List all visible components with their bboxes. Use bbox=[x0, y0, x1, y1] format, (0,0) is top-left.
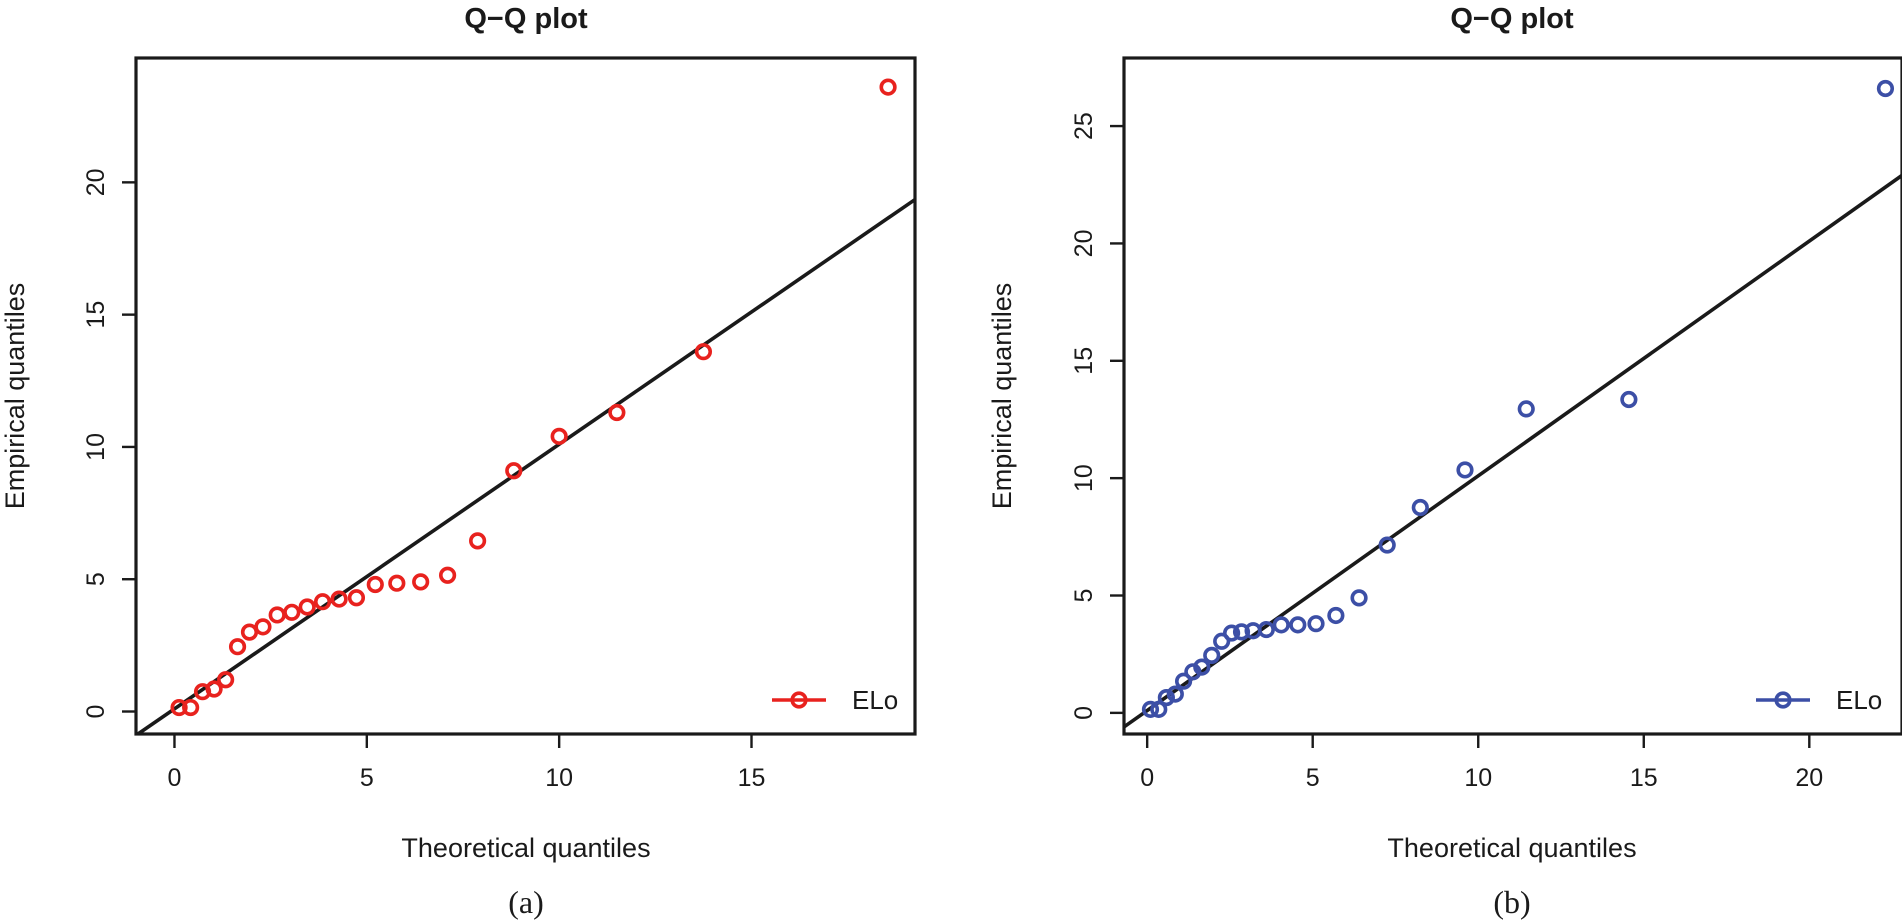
y-tick-label: 0 bbox=[82, 705, 110, 719]
data-point bbox=[283, 603, 301, 621]
panel-b: Q−Q plot 0 5 10 15 20 0 5 10 15 20 25 ELo Theoret… bbox=[987, 3, 1902, 920]
data-point bbox=[1272, 616, 1290, 634]
panel-b-legend: ELo bbox=[1756, 685, 1882, 715]
data-point bbox=[298, 598, 316, 616]
data-point bbox=[1213, 632, 1231, 650]
y-tick-label: 15 bbox=[1070, 347, 1098, 375]
data-point bbox=[1257, 620, 1275, 639]
data-point bbox=[412, 573, 430, 591]
data-point bbox=[182, 698, 200, 717]
panel-b-y-axis-label: Empirical quantiles bbox=[987, 283, 1017, 510]
data-point bbox=[330, 590, 348, 608]
data-point bbox=[347, 589, 366, 607]
x-tick-label: 5 bbox=[1306, 764, 1320, 792]
data-point bbox=[1517, 400, 1535, 418]
data-point bbox=[1411, 498, 1429, 517]
x-tick-label: 20 bbox=[1795, 764, 1823, 792]
y-tick-label: 0 bbox=[1070, 706, 1098, 720]
panel-a-y-ticks: 0 5 10 15 20 bbox=[82, 168, 136, 718]
panel-a-y-axis-label: Empirical quantiles bbox=[0, 283, 30, 510]
panel-a-legend: ELo bbox=[772, 685, 898, 715]
data-point bbox=[366, 575, 384, 594]
data-point bbox=[240, 623, 259, 641]
panel-a-title: Q−Q plot bbox=[464, 3, 588, 35]
x-tick-label: 0 bbox=[1140, 764, 1154, 792]
data-point bbox=[268, 606, 286, 624]
data-point bbox=[1232, 623, 1251, 641]
y-tick-label: 20 bbox=[1070, 230, 1098, 258]
x-tick-label: 5 bbox=[360, 764, 374, 792]
data-point bbox=[608, 403, 626, 422]
data-point bbox=[205, 680, 223, 698]
panel-b-x-axis-label: Theoretical quantiles bbox=[1387, 833, 1636, 863]
y-tick-label: 5 bbox=[82, 572, 110, 586]
panel-b-plot-frame bbox=[1122, 56, 1902, 736]
data-point bbox=[1327, 606, 1345, 625]
data-point bbox=[439, 566, 457, 584]
x-tick-label: 0 bbox=[168, 764, 182, 792]
data-point bbox=[1620, 390, 1638, 409]
panel-a-legend-marker bbox=[790, 691, 808, 709]
data-point bbox=[1166, 685, 1184, 703]
x-tick-label: 15 bbox=[1630, 764, 1658, 792]
panel-a-legend-label: ELo bbox=[852, 685, 898, 715]
data-point bbox=[170, 698, 188, 717]
data-point bbox=[469, 532, 487, 550]
data-point bbox=[388, 574, 406, 592]
panel-b-legend-label: ELo bbox=[1836, 685, 1882, 715]
x-tick-label: 15 bbox=[738, 764, 766, 792]
data-point bbox=[1222, 624, 1241, 642]
data-point bbox=[313, 593, 332, 611]
data-point bbox=[1350, 589, 1368, 607]
panel-b-title: Q−Q plot bbox=[1450, 3, 1574, 35]
data-point bbox=[1150, 700, 1168, 718]
panel-a-x-ticks: 0 5 10 15 bbox=[168, 734, 766, 792]
panel-b-x-ticks: 0 5 10 15 20 bbox=[1140, 734, 1823, 792]
panel-a: Q−Q plot 0 5 10 15 0 5 10 15 20 ELo Theoretical… bbox=[0, 3, 917, 920]
data-point bbox=[694, 343, 713, 361]
data-point bbox=[550, 427, 568, 445]
x-tick-label: 10 bbox=[1464, 764, 1492, 792]
data-point bbox=[1456, 461, 1474, 479]
y-tick-label: 5 bbox=[1070, 589, 1098, 603]
panel-a-points bbox=[170, 78, 897, 717]
data-point bbox=[1876, 79, 1895, 98]
panel-a-plot-frame bbox=[134, 56, 917, 736]
panel-b-legend-marker bbox=[1774, 691, 1792, 709]
data-point bbox=[1174, 672, 1193, 690]
panel-b-reference-line bbox=[1122, 173, 1902, 729]
data-point bbox=[1193, 658, 1211, 676]
y-tick-label: 20 bbox=[82, 168, 110, 196]
panel-a-caption: (a) bbox=[508, 884, 544, 920]
x-tick-label: 10 bbox=[545, 764, 573, 792]
data-point bbox=[1378, 536, 1396, 554]
panel-a-x-axis-label: Theoretical quantiles bbox=[401, 833, 650, 863]
y-tick-label: 15 bbox=[82, 301, 110, 329]
y-tick-label: 25 bbox=[1070, 112, 1098, 140]
data-point bbox=[1289, 616, 1307, 634]
panel-b-caption: (b) bbox=[1493, 884, 1530, 920]
data-point bbox=[1307, 615, 1325, 633]
data-point bbox=[1157, 689, 1175, 707]
panel-a-reference-line bbox=[136, 198, 917, 736]
y-tick-label: 10 bbox=[1070, 464, 1098, 492]
data-point bbox=[1141, 700, 1160, 718]
data-point bbox=[228, 638, 247, 656]
data-point bbox=[1203, 646, 1221, 664]
panel-b-y-ticks: 0 5 10 15 20 25 bbox=[1070, 112, 1124, 720]
data-point bbox=[505, 462, 523, 480]
data-point bbox=[217, 671, 235, 689]
data-point bbox=[879, 78, 897, 96]
y-tick-label: 10 bbox=[82, 433, 110, 461]
panel-b-points bbox=[1141, 79, 1895, 718]
data-point bbox=[254, 618, 272, 636]
